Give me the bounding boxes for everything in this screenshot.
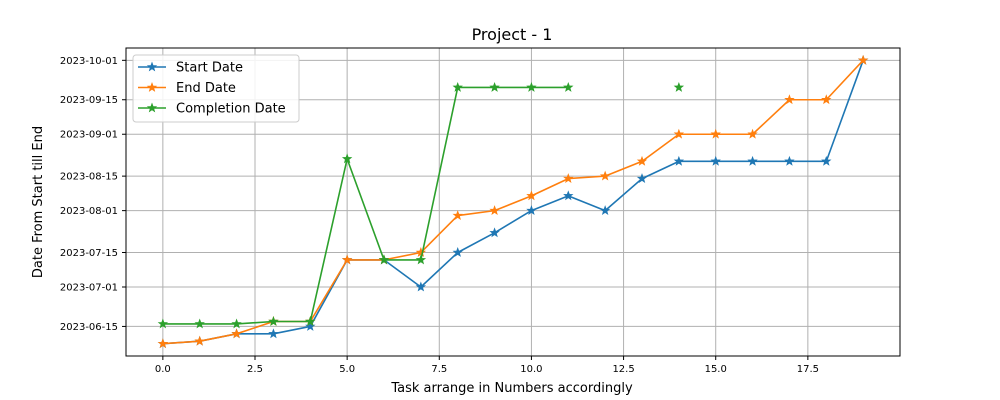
chart-title: Project - 1: [472, 25, 553, 44]
data-point: [636, 155, 648, 166]
data-point: [194, 335, 205, 346]
legend-label: Start Date: [176, 61, 243, 76]
y-tick-label: 2023-10-01: [60, 56, 118, 67]
data-point: [452, 247, 463, 257]
data-point: [194, 318, 205, 329]
legend-marker: [146, 82, 158, 92]
legend-label: End Date: [176, 81, 236, 96]
legend-marker: [146, 102, 158, 113]
data-point: [231, 318, 242, 329]
data-point: [378, 254, 390, 265]
data-point: [157, 318, 169, 329]
y-tick-label: 2023-07-01: [60, 283, 118, 294]
data-point: [452, 210, 463, 220]
data-point: [747, 128, 758, 139]
data-point: [526, 190, 537, 201]
data-point: [305, 316, 316, 326]
data-point: [489, 81, 500, 92]
data-point: [563, 81, 574, 92]
y-tick-label: 2023-09-15: [60, 95, 118, 106]
y-tick-label: 2023-08-15: [60, 172, 118, 183]
data-point: [415, 281, 427, 292]
y-tick-label: 2023-09-01: [60, 130, 118, 141]
data-point: [599, 205, 611, 216]
y-tick-label: 2023-06-15: [60, 322, 118, 333]
data-point: [710, 155, 721, 166]
legend-item: Completion Date: [138, 102, 286, 117]
data-point: [415, 254, 427, 265]
series-completion-date: [157, 81, 685, 329]
data-point: [599, 170, 611, 181]
x-tick-label: 5.0: [339, 364, 355, 375]
data-point: [415, 247, 427, 257]
data-point: [673, 128, 685, 139]
data-point: [489, 227, 500, 238]
data-point: [563, 190, 574, 201]
data-point: [231, 328, 242, 339]
data-point: [563, 173, 574, 184]
x-tick-label: 10.0: [520, 364, 542, 375]
x-tick-label: 7.5: [431, 364, 447, 375]
data-point: [673, 81, 685, 92]
data-point: [784, 94, 795, 105]
x-tick-label: 17.5: [797, 364, 819, 375]
legend-box: [132, 54, 300, 123]
y-tick-label: 2023-08-01: [60, 206, 118, 217]
legend-item: End Date: [138, 81, 236, 96]
data-point: [341, 153, 353, 164]
series-line: [162, 86, 569, 325]
x-tick-label: 2.5: [247, 364, 263, 375]
x-tick-label: 0.0: [155, 364, 171, 375]
data-point: [526, 205, 537, 216]
series-line: [162, 60, 864, 345]
data-point: [673, 155, 685, 166]
data-point: [784, 155, 795, 166]
data-point: [157, 338, 169, 349]
data-point: [821, 94, 832, 105]
data-point: [710, 128, 721, 139]
legend: Start Date End Date Completion Date: [132, 54, 300, 123]
data-point: [452, 81, 463, 92]
data-point: [268, 316, 279, 326]
data-point: [305, 320, 316, 331]
plot-area-frame: [125, 47, 901, 357]
legend-marker: [146, 61, 158, 72]
data-point: [857, 54, 869, 65]
y-axis-label: Date From Start till End: [31, 126, 46, 278]
x-axis-label: Task arrange in Numbers accordingly: [390, 381, 633, 396]
legend-item: Start Date: [138, 61, 243, 76]
data-point: [636, 173, 648, 184]
y-tick-label: 2023-07-15: [60, 248, 118, 259]
data-point: [268, 328, 279, 339]
data-point: [821, 155, 832, 166]
x-tick-label: 12.5: [612, 364, 634, 375]
data-point: [526, 81, 537, 92]
x-tick-label: 15.0: [705, 364, 727, 375]
data-point: [747, 155, 758, 166]
legend-label: Completion Date: [176, 102, 286, 117]
data-point: [489, 205, 500, 216]
data-point: [341, 254, 353, 265]
